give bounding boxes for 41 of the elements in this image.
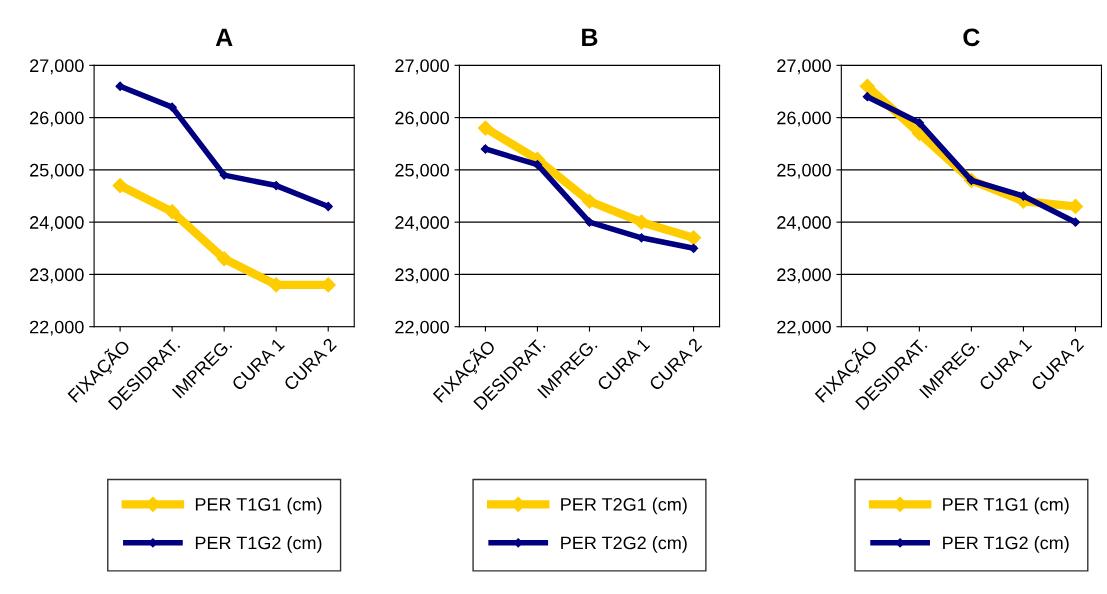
y-tick-label: 22,000	[777, 320, 831, 336]
legend-label: PER T2G1 (cm)	[561, 497, 687, 515]
y-tick-label: 23,000	[395, 268, 449, 284]
legend-label: PER T1G2 (cm)	[195, 536, 322, 553]
y-tick-label: 24,000	[395, 216, 449, 232]
y-tick-label: 25,000	[30, 163, 84, 179]
point	[216, 251, 232, 267]
y-tick-label: 22,000	[395, 320, 449, 336]
legend-label: PER T2G2 (cm)	[561, 536, 687, 553]
legend-label: PER T1G1 (cm)	[943, 497, 1069, 515]
point	[167, 102, 177, 112]
chart-title: C	[963, 28, 980, 47]
y-tick-label: 23,000	[30, 268, 84, 284]
point	[859, 78, 875, 94]
y-tick-label: 27,000	[395, 59, 449, 75]
y-tick-label: 24,000	[777, 216, 831, 232]
legend-label: PER T1G2 (cm)	[943, 536, 1069, 553]
y-tick-label: 25,000	[395, 163, 449, 179]
y-tick-label: 27,000	[30, 59, 84, 75]
chart-title: B	[582, 28, 598, 46]
y-tick-label: 26,000	[395, 111, 449, 127]
y-tick-label: 23,000	[777, 268, 831, 284]
y-tick-label: 25,000	[777, 163, 831, 179]
point	[115, 81, 125, 91]
point	[323, 201, 333, 212]
legend-label: PER T1G1 (cm)	[195, 497, 322, 515]
point	[1070, 217, 1081, 227]
point	[219, 170, 229, 180]
point	[581, 193, 598, 209]
y-tick-label: 27,000	[777, 59, 831, 75]
point	[862, 92, 872, 102]
chart-title: A	[215, 28, 233, 46]
y-tick-label: 22,000	[30, 320, 84, 336]
y-tick-label: 26,000	[777, 111, 831, 127]
point	[914, 118, 924, 128]
point	[1018, 191, 1029, 201]
point	[477, 120, 493, 136]
y-tick-label: 24,000	[30, 216, 84, 232]
point	[164, 204, 180, 220]
y-tick-label: 26,000	[30, 111, 84, 127]
point	[112, 177, 128, 194]
